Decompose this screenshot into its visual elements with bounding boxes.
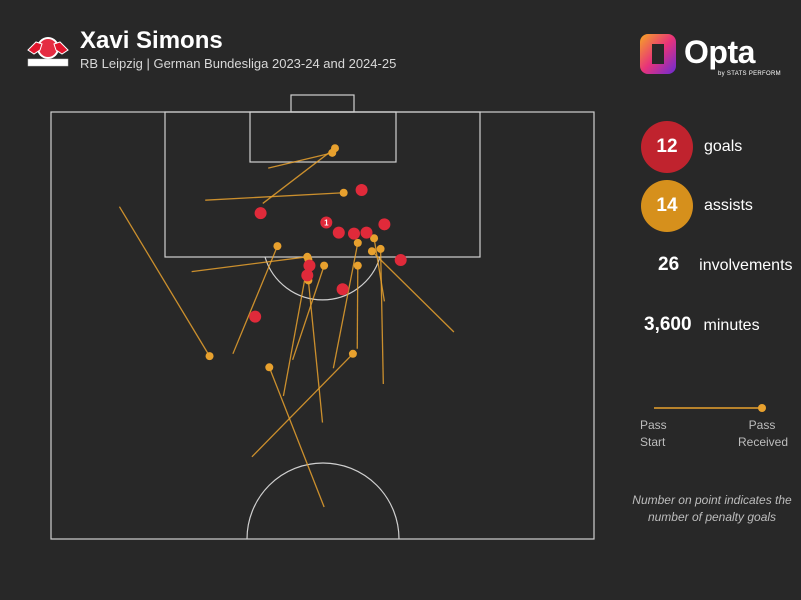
assist-pass-line <box>251 353 354 458</box>
penalty-goal-count: 1 <box>324 218 329 227</box>
assist-pass-line <box>373 238 386 302</box>
pitch-outline <box>50 111 595 540</box>
brand-byline: by STATS PERFORM <box>718 71 781 77</box>
assists-layer <box>118 144 455 508</box>
pitch-markings <box>50 94 595 540</box>
brand-logo: Opta by STATS PERFORM <box>638 30 781 80</box>
assist-pass-line <box>262 147 336 204</box>
goal-point <box>355 183 368 196</box>
penalty-arc <box>264 256 381 301</box>
brand-name: Opta <box>684 34 755 70</box>
minutes-value: 3,600 <box>644 314 692 335</box>
goals-stat: 12 goals <box>641 121 742 173</box>
involvements-stat: 26 involvements <box>658 254 793 276</box>
assist-pass-line <box>268 367 325 508</box>
assist-received-point <box>376 244 385 253</box>
assist-pass-line <box>232 245 279 355</box>
centre-circle <box>246 462 400 540</box>
goal-point <box>336 283 349 296</box>
assist-received-point <box>370 234 379 243</box>
assists-badge: 14 <box>641 180 693 232</box>
assist-pass-line <box>356 265 359 349</box>
legend-end-line2: Received <box>738 435 789 449</box>
page-subtitle: RB Leipzig | German Bundesliga 2023-24 a… <box>80 56 397 71</box>
involvements-label: involvements <box>699 257 793 274</box>
assist-received-point <box>273 242 282 251</box>
goal-point <box>254 207 267 220</box>
goal-point <box>301 269 314 282</box>
goal <box>290 94 355 113</box>
assist-pass-line <box>282 259 310 397</box>
goal-point <box>332 226 345 239</box>
assist-pass-line <box>292 265 325 361</box>
goals-layer: 1 <box>249 183 407 323</box>
legend-start-line2: Start <box>640 435 666 449</box>
goals-badge: 12 <box>641 121 693 173</box>
minutes-label: minutes <box>703 317 760 334</box>
goal-point <box>303 259 316 272</box>
assist-pass-line <box>205 192 344 201</box>
assists-stat: 14 assists <box>641 180 753 232</box>
assist-received-point <box>265 363 274 372</box>
club-logo-icon <box>27 37 69 67</box>
assist-pass-line <box>332 242 359 369</box>
legend-pass-start: Pass Start <box>640 417 667 451</box>
penalty-note: Number on point indicates the number of … <box>632 493 792 524</box>
assists-label: assists <box>704 197 753 214</box>
goal-point <box>320 216 333 229</box>
assist-received-point <box>353 238 362 247</box>
assist-received-point <box>353 261 362 270</box>
page-title: Xavi Simons <box>80 27 223 54</box>
legend-pass-end-dot <box>758 404 766 412</box>
legend-end-line1: Pass <box>748 418 776 432</box>
assist-pass-line <box>371 250 455 333</box>
goals-label: goals <box>704 138 743 155</box>
legend-pass <box>654 404 766 412</box>
assist-pass-line <box>379 248 384 384</box>
legend-start-line1: Pass <box>640 418 667 432</box>
legend-pass-received: Pass Received <box>738 417 789 451</box>
assist-pass-line <box>118 206 211 357</box>
assist-received-point <box>367 247 376 256</box>
involvements-value: 26 <box>658 254 680 275</box>
assist-received-point <box>328 148 337 157</box>
goal-point <box>394 254 407 267</box>
goal-point <box>378 218 391 231</box>
assist-pass-line <box>191 256 308 273</box>
minutes-stat: 3,600 minutes <box>644 314 760 336</box>
assist-received-point <box>339 188 348 197</box>
assist-received-point <box>205 352 214 361</box>
opta-mark-icon <box>640 34 676 74</box>
assist-pass-line <box>307 280 324 423</box>
penalty-box <box>164 111 481 258</box>
assist-received-point <box>320 261 329 270</box>
goal-point <box>347 227 360 240</box>
assist-pass-line <box>268 152 333 169</box>
assist-received-point <box>348 349 357 358</box>
goal-point <box>360 226 373 239</box>
goal-point <box>249 310 262 323</box>
